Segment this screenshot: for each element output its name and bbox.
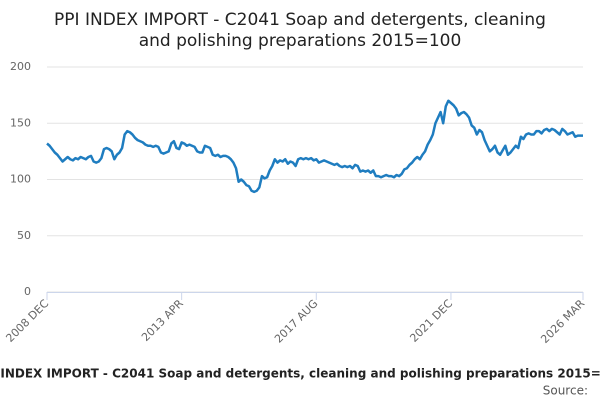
x-tick-label: 2017 AUG	[272, 297, 321, 346]
y-tick-label: 150	[10, 116, 31, 129]
chart-title: PPI INDEX IMPORT - C2041 Soap and deterg…	[54, 10, 546, 30]
x-tick-label: 2021 DEC	[407, 297, 455, 345]
caption: PPI INDEX IMPORT - C2041 Soap and deterg…	[0, 367, 600, 381]
chart-title: and polishing preparations 2015=100	[139, 31, 462, 51]
y-tick-label: 50	[17, 229, 31, 242]
y-tick-label: 100	[10, 173, 31, 186]
x-tick-label: 2013 APR	[139, 297, 186, 344]
source: Source:	[543, 384, 588, 398]
series-line	[46, 99, 583, 194]
y-tick-label: 0	[24, 285, 31, 298]
x-tick-label: 2026 MAR	[538, 297, 587, 346]
y-tick-label: 200	[10, 60, 31, 73]
x-tick-label: 2008 DEC	[3, 297, 51, 345]
